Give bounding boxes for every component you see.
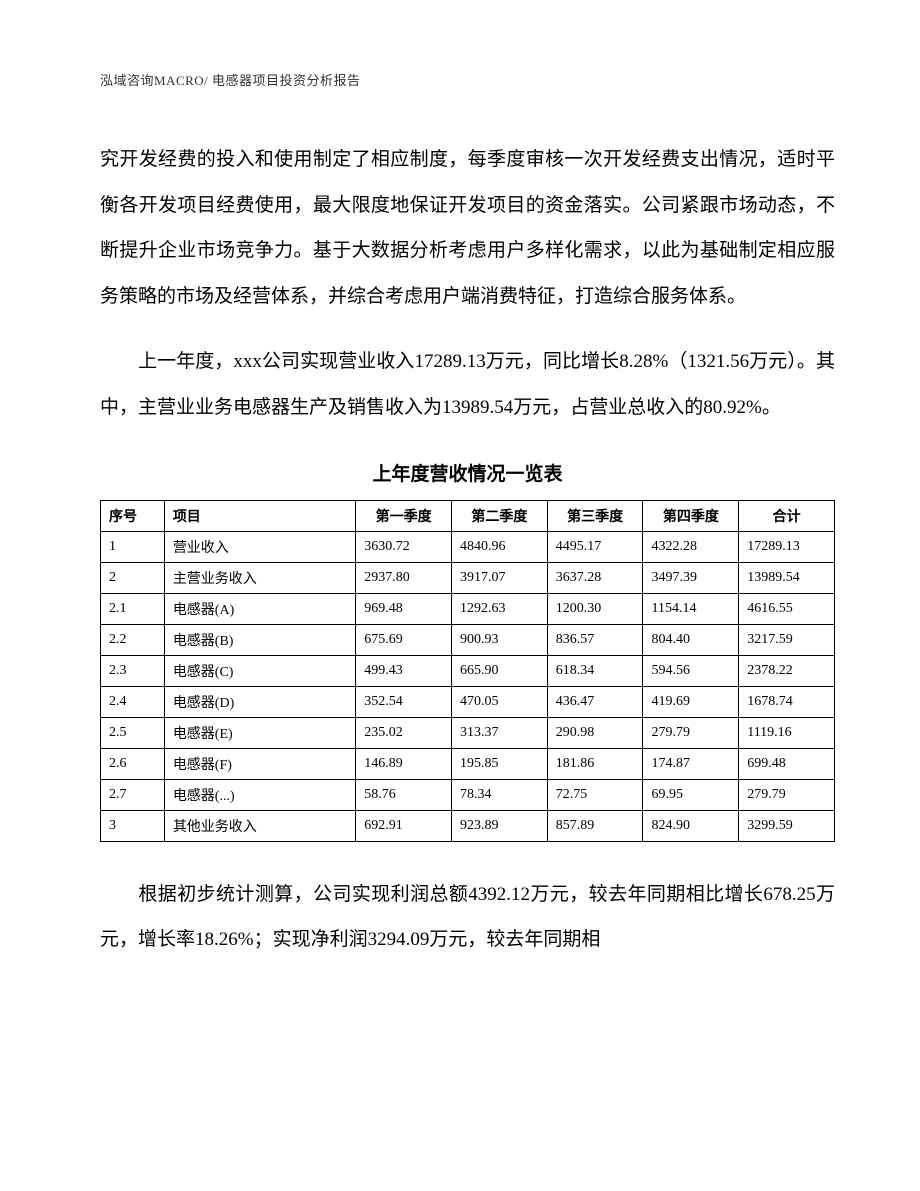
paragraph-2: 上一年度，xxx公司实现营业收入17289.13万元，同比增长8.28%（132…: [100, 339, 835, 430]
cell-item: 电感器(F): [164, 748, 355, 779]
cell-total: 2378.22: [739, 655, 835, 686]
cell-q3: 3637.28: [547, 562, 643, 593]
cell-item: 电感器(E): [164, 717, 355, 748]
cell-seq: 1: [101, 531, 165, 562]
cell-q2: 195.85: [452, 748, 548, 779]
table-row: 1营业收入3630.724840.964495.174322.2817289.1…: [101, 531, 835, 562]
cell-q3: 1200.30: [547, 593, 643, 624]
table-row: 2.6电感器(F)146.89195.85181.86174.87699.48: [101, 748, 835, 779]
cell-q1: 146.89: [356, 748, 452, 779]
cell-q2: 78.34: [452, 779, 548, 810]
table-row: 3其他业务收入692.91923.89857.89824.903299.59: [101, 810, 835, 841]
cell-q2: 923.89: [452, 810, 548, 841]
cell-seq: 2.4: [101, 686, 165, 717]
cell-q4: 174.87: [643, 748, 739, 779]
paragraph-3-text: 根据初步统计测算，公司实现利润总额4392.12万元，较去年同期相比增长678.…: [100, 884, 835, 951]
paragraph-2-text: 上一年度，xxx公司实现营业收入17289.13万元，同比增长8.28%（132…: [100, 351, 835, 418]
cell-total: 3299.59: [739, 810, 835, 841]
cell-q4: 804.40: [643, 624, 739, 655]
cell-total: 13989.54: [739, 562, 835, 593]
cell-total: 279.79: [739, 779, 835, 810]
cell-seq: 2.6: [101, 748, 165, 779]
cell-q1: 2937.80: [356, 562, 452, 593]
cell-q2: 3917.07: [452, 562, 548, 593]
cell-q1: 969.48: [356, 593, 452, 624]
cell-q3: 857.89: [547, 810, 643, 841]
header-total: 合计: [739, 500, 835, 531]
revenue-table: 序号 项目 第一季度 第二季度 第三季度 第四季度 合计 1营业收入3630.7…: [100, 500, 835, 842]
cell-seq: 2.1: [101, 593, 165, 624]
cell-q4: 279.79: [643, 717, 739, 748]
cell-q3: 181.86: [547, 748, 643, 779]
cell-q1: 3630.72: [356, 531, 452, 562]
cell-item: 主营业务收入: [164, 562, 355, 593]
table-row: 2主营业务收入2937.803917.073637.283497.3913989…: [101, 562, 835, 593]
cell-item: 电感器(B): [164, 624, 355, 655]
cell-q2: 313.37: [452, 717, 548, 748]
header-seq: 序号: [101, 500, 165, 531]
cell-total: 4616.55: [739, 593, 835, 624]
cell-seq: 2.2: [101, 624, 165, 655]
table-title: 上年度营收情况一览表: [100, 459, 835, 486]
cell-total: 699.48: [739, 748, 835, 779]
cell-q2: 1292.63: [452, 593, 548, 624]
cell-q3: 836.57: [547, 624, 643, 655]
cell-q3: 618.34: [547, 655, 643, 686]
cell-q1: 499.43: [356, 655, 452, 686]
table-row: 2.1电感器(A)969.481292.631200.301154.144616…: [101, 593, 835, 624]
cell-q4: 3497.39: [643, 562, 739, 593]
cell-q2: 4840.96: [452, 531, 548, 562]
cell-q4: 69.95: [643, 779, 739, 810]
cell-q4: 419.69: [643, 686, 739, 717]
table-body: 1营业收入3630.724840.964495.174322.2817289.1…: [101, 531, 835, 841]
cell-q4: 4322.28: [643, 531, 739, 562]
cell-q1: 58.76: [356, 779, 452, 810]
cell-q4: 594.56: [643, 655, 739, 686]
cell-item: 电感器(D): [164, 686, 355, 717]
cell-item: 其他业务收入: [164, 810, 355, 841]
header-q1: 第一季度: [356, 500, 452, 531]
page-header: 泓域咨询MACRO/ 电感器项目投资分析报告: [100, 70, 835, 89]
table-row: 2.7电感器(...)58.7678.3472.7569.95279.79: [101, 779, 835, 810]
cell-q1: 352.54: [356, 686, 452, 717]
header-q4: 第四季度: [643, 500, 739, 531]
cell-item: 电感器(C): [164, 655, 355, 686]
cell-seq: 2.7: [101, 779, 165, 810]
cell-total: 17289.13: [739, 531, 835, 562]
table-row: 2.5电感器(E)235.02313.37290.98279.791119.16: [101, 717, 835, 748]
cell-seq: 2: [101, 562, 165, 593]
table-row: 2.2电感器(B)675.69900.93836.57804.403217.59: [101, 624, 835, 655]
cell-seq: 2.3: [101, 655, 165, 686]
cell-q1: 675.69: [356, 624, 452, 655]
header-q3: 第三季度: [547, 500, 643, 531]
cell-seq: 2.5: [101, 717, 165, 748]
cell-q1: 692.91: [356, 810, 452, 841]
table-row: 2.3电感器(C)499.43665.90618.34594.562378.22: [101, 655, 835, 686]
cell-q1: 235.02: [356, 717, 452, 748]
cell-q4: 1154.14: [643, 593, 739, 624]
cell-item: 电感器(A): [164, 593, 355, 624]
cell-item: 电感器(...): [164, 779, 355, 810]
cell-q2: 665.90: [452, 655, 548, 686]
cell-total: 1119.16: [739, 717, 835, 748]
cell-q4: 824.90: [643, 810, 739, 841]
cell-total: 1678.74: [739, 686, 835, 717]
cell-q3: 436.47: [547, 686, 643, 717]
cell-q3: 72.75: [547, 779, 643, 810]
cell-seq: 3: [101, 810, 165, 841]
cell-q2: 900.93: [452, 624, 548, 655]
cell-item: 营业收入: [164, 531, 355, 562]
table-row: 2.4电感器(D)352.54470.05436.47419.691678.74: [101, 686, 835, 717]
header-q2: 第二季度: [452, 500, 548, 531]
cell-q2: 470.05: [452, 686, 548, 717]
cell-q3: 290.98: [547, 717, 643, 748]
cell-total: 3217.59: [739, 624, 835, 655]
cell-q3: 4495.17: [547, 531, 643, 562]
paragraph-1: 究开发经费的投入和使用制定了相应制度，每季度审核一次开发经费支出情况，适时平衡各…: [100, 137, 835, 319]
table-header-row: 序号 项目 第一季度 第二季度 第三季度 第四季度 合计: [101, 500, 835, 531]
paragraph-3: 根据初步统计测算，公司实现利润总额4392.12万元，较去年同期相比增长678.…: [100, 872, 835, 963]
header-item: 项目: [164, 500, 355, 531]
